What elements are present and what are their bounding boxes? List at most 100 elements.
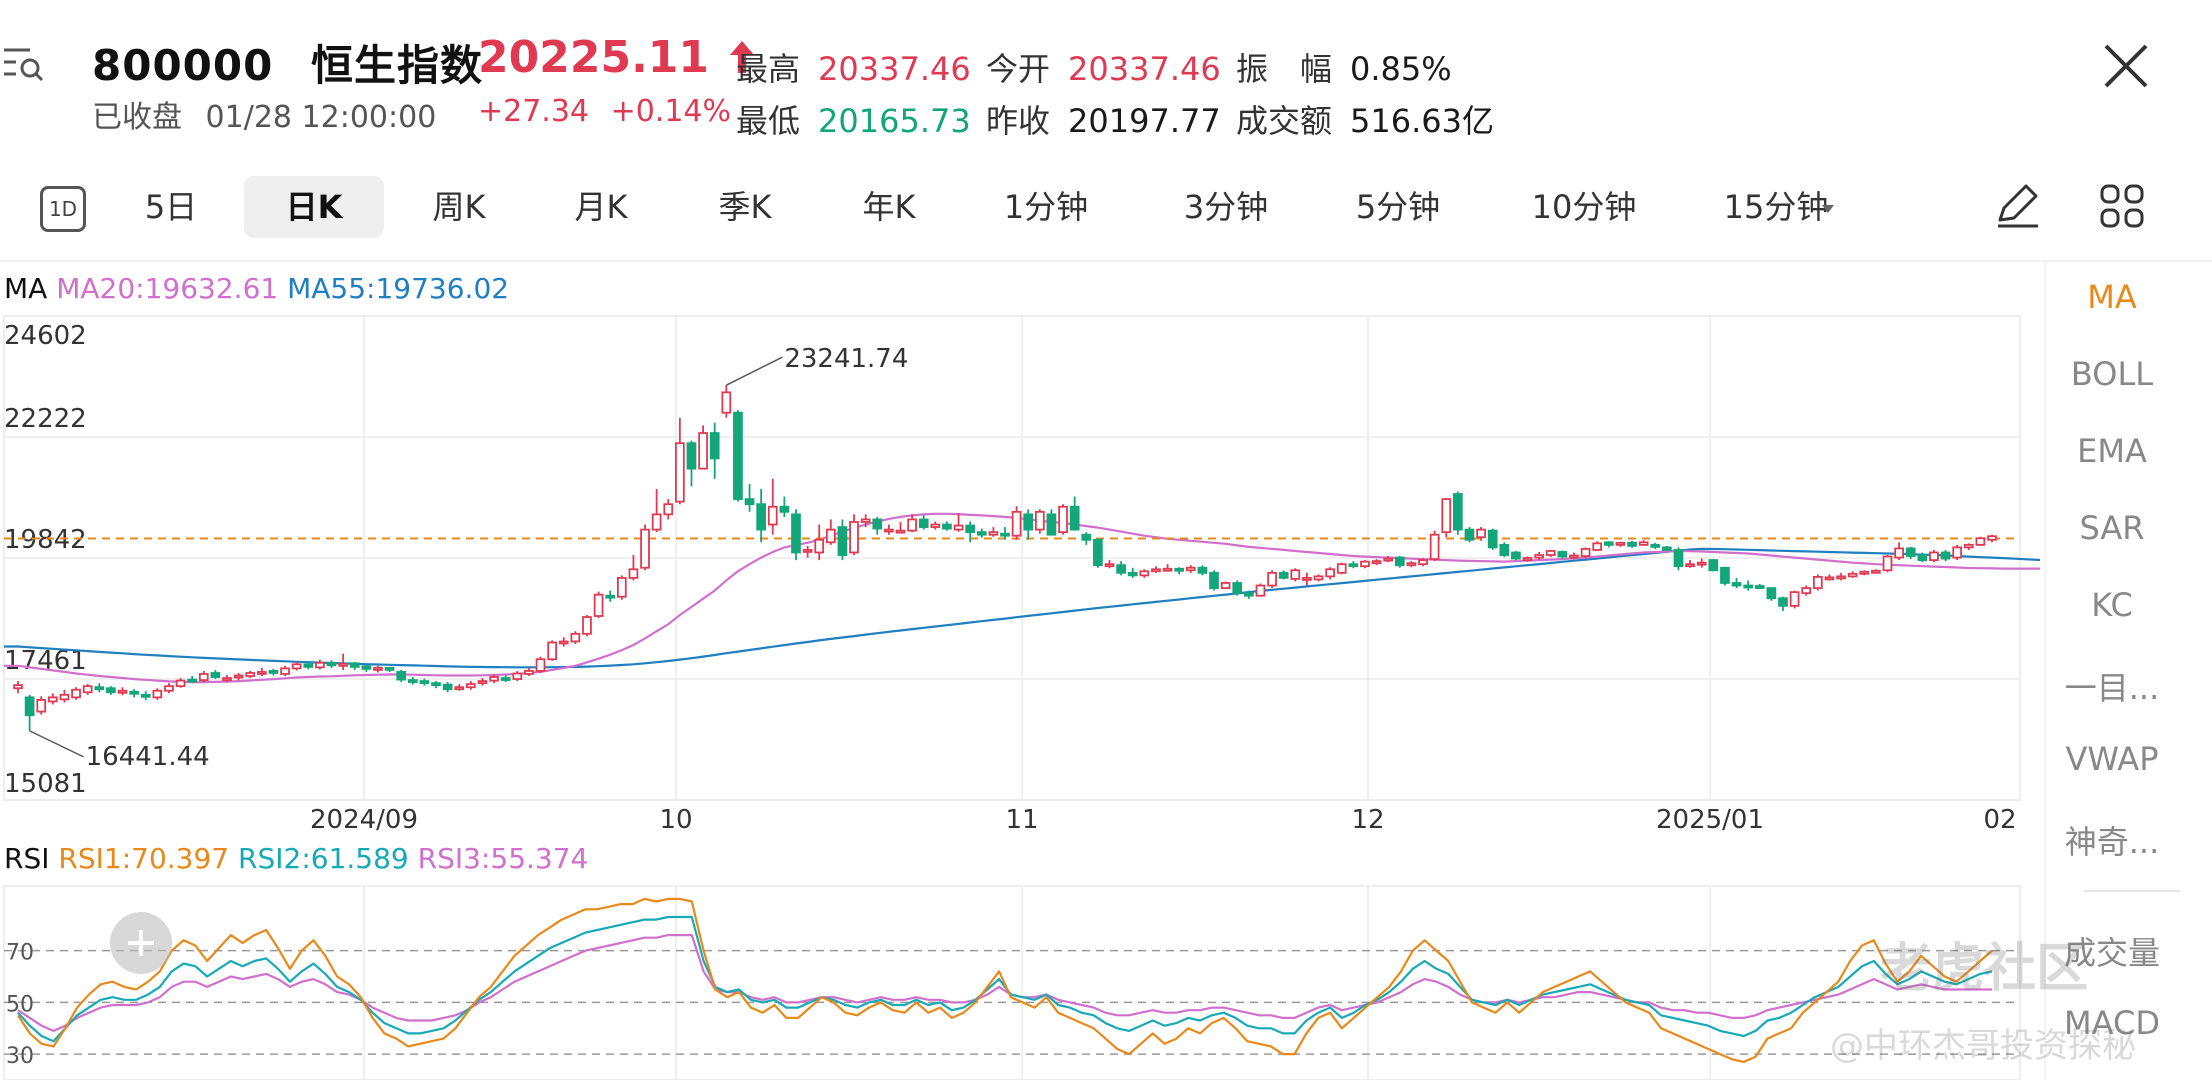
candle-body <box>1302 577 1312 581</box>
grid-icon[interactable] <box>2096 180 2148 236</box>
indicator-vwap[interactable]: VWAP <box>2065 740 2159 778</box>
candle-body <box>24 696 35 717</box>
candle-body <box>1940 551 1951 560</box>
candle-body <box>1894 547 1904 559</box>
indicator-kc[interactable]: KC <box>2091 586 2133 624</box>
last-price-value: 20225.11 <box>478 32 710 83</box>
candle-body <box>187 678 198 683</box>
caret-down-icon[interactable] <box>1820 200 1836 219</box>
candle-body <box>164 685 174 692</box>
candle-body <box>303 663 314 668</box>
candle-body <box>1127 571 1138 577</box>
tab-daily-k[interactable]: 日K <box>244 176 384 238</box>
candle-body <box>1453 493 1463 531</box>
indicator-boll[interactable]: BOLL <box>2070 355 2154 393</box>
last-price: 20225.11 <box>478 32 756 86</box>
candle-body <box>1313 575 1324 581</box>
indicator-sar[interactable]: SAR <box>2079 509 2145 547</box>
rsi-ref-label: 30 <box>6 1044 34 1069</box>
candle-body <box>1406 562 1417 567</box>
indicator-section-divider <box>2084 890 2180 892</box>
indicator-magic[interactable]: 神奇... <box>2064 823 2160 861</box>
candle-body <box>47 696 58 703</box>
tab-5day[interactable]: 5日 <box>144 188 198 226</box>
candle-body <box>500 677 511 681</box>
tab-3min[interactable]: 3分钟 <box>1183 188 1269 226</box>
candle-body <box>280 667 290 675</box>
candle-body <box>82 685 93 694</box>
candle-body <box>442 683 453 691</box>
candle-body <box>59 693 70 701</box>
candle-body <box>1267 571 1277 587</box>
close-icon[interactable] <box>2096 36 2156 96</box>
candle-body <box>1778 597 1788 607</box>
candle-body <box>210 672 221 678</box>
candle-body <box>616 577 627 598</box>
status-text: 已收盘 <box>92 100 182 135</box>
candle-body <box>779 505 790 513</box>
candle-body <box>1905 547 1916 557</box>
candle-body <box>1847 572 1858 578</box>
tab-weekly-k[interactable]: 周K <box>432 188 486 226</box>
stat-value: 20165.73 <box>818 102 971 140</box>
tab-monthly-k[interactable]: 月K <box>574 188 628 226</box>
indicator-ichimoku[interactable]: 一目... <box>2064 669 2160 707</box>
candle-body <box>1348 563 1359 568</box>
plus-icon <box>128 930 154 956</box>
candle-body <box>477 680 488 685</box>
y-tick-label: 19842 <box>4 525 87 555</box>
stat-value: 20337.46 <box>1068 50 1221 88</box>
indicator-ema[interactable]: EMA <box>2077 432 2147 470</box>
candle-body <box>175 679 186 688</box>
indicator-volume[interactable]: 成交量 <box>2063 934 2160 972</box>
x-tick-label: 02 <box>1983 805 2016 835</box>
candle-body <box>942 523 952 530</box>
candle-body <box>1116 564 1126 574</box>
candle-body <box>1615 541 1626 546</box>
tab-yearly-k[interactable]: 年K <box>862 188 916 226</box>
tab-quarterly-k[interactable]: 季K <box>718 188 772 226</box>
candle-body <box>1046 513 1057 536</box>
candle-body <box>489 676 499 682</box>
rsi2-legend: RSI2:61.589 <box>238 842 409 875</box>
candle-body <box>802 549 813 553</box>
candle-body <box>361 665 372 670</box>
tab-15min[interactable]: 15分钟 <box>1723 188 1829 226</box>
candle-body <box>1418 559 1428 566</box>
high-leader-line <box>725 356 783 386</box>
candle-body <box>1952 546 1963 559</box>
candle-body <box>1093 538 1103 567</box>
tab-1d-icon[interactable]: 1D <box>40 186 86 232</box>
indicator-panel-divider <box>2044 262 2046 1080</box>
candle-body <box>1511 551 1521 560</box>
change-percent: +0.14% <box>610 94 732 129</box>
candle-body <box>675 442 685 503</box>
x-tick-label: 11 <box>1005 805 1038 835</box>
indicator-macd[interactable]: MACD <box>2064 1004 2160 1042</box>
tab-1min[interactable]: 1分钟 <box>1003 188 1089 226</box>
candle-body <box>384 666 395 671</box>
stat-value: 0.85% <box>1350 50 1452 88</box>
candle-body <box>1975 537 1986 546</box>
tab-10min[interactable]: 10分钟 <box>1531 188 1637 226</box>
candle-body <box>582 616 592 635</box>
market-status: 已收盘 01/28 12:00:00 <box>92 92 436 136</box>
watermark-author: @中环杰哥投资探秘 <box>1830 1026 2136 1066</box>
candle-body <box>640 528 650 569</box>
candle-body <box>721 391 732 414</box>
stat-label: 振 幅 <box>1236 50 1333 88</box>
stat-label: 今开 <box>986 50 1051 88</box>
add-button[interactable] <box>110 912 172 974</box>
stock-code: 800000 <box>92 41 274 90</box>
indicator-ma[interactable]: MA <box>2087 278 2137 316</box>
candle-body <box>1023 513 1034 531</box>
candle-body <box>767 505 778 526</box>
candle-body <box>140 693 151 698</box>
pencil-icon[interactable] <box>1992 180 2044 236</box>
candle-body <box>1603 541 1614 546</box>
tab-5min[interactable]: 5分钟 <box>1355 188 1441 226</box>
menu-search-icon[interactable] <box>0 40 48 88</box>
candle-body <box>1627 541 1637 547</box>
rsi-legend-title: RSI <box>4 842 50 875</box>
